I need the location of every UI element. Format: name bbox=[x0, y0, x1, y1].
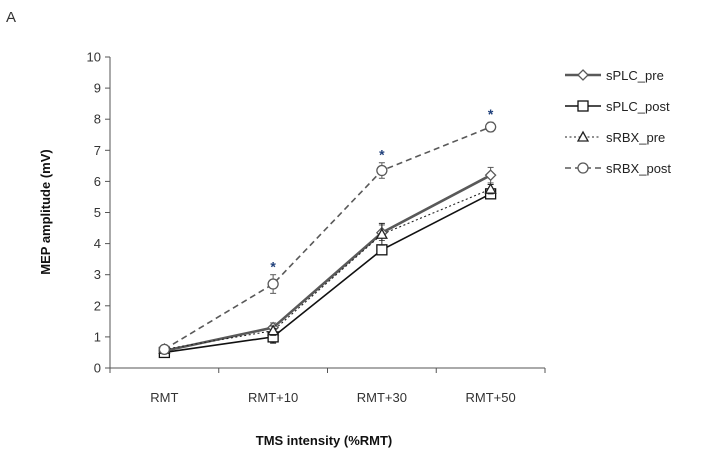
square-marker bbox=[376, 244, 388, 256]
legend-label: sRBX_pre bbox=[606, 130, 665, 145]
diamond-marker bbox=[577, 69, 589, 81]
x-tick-label: RMT bbox=[150, 390, 178, 405]
series-sRBX_post bbox=[158, 121, 497, 355]
significance-star: * bbox=[270, 258, 276, 274]
x-ticks: RMT RMT+10 RMT+30 RMT+50 bbox=[109, 368, 546, 405]
series-sRBX_pre bbox=[158, 182, 497, 354]
significance-annotations: * * * bbox=[270, 106, 494, 274]
y-ticks: 0 1 2 3 4 5 6 7 8 9 10 bbox=[87, 50, 110, 376]
series-sPLC_post bbox=[158, 188, 497, 359]
circle-marker bbox=[267, 278, 279, 290]
x-tick-label: RMT+10 bbox=[248, 390, 298, 405]
legend-item: sRBX_post bbox=[565, 161, 671, 176]
series-group bbox=[158, 121, 497, 359]
legend-label: sPLC_post bbox=[606, 99, 670, 114]
circle-marker bbox=[484, 121, 497, 133]
legend-label: sPLC_pre bbox=[606, 68, 664, 83]
axes bbox=[109, 57, 545, 369]
y-tick-label: 8 bbox=[94, 112, 101, 127]
legend: sPLC_pre sPLC_post sRBX_pre sRBX_post bbox=[565, 68, 671, 176]
y-tick-label: 3 bbox=[94, 267, 101, 282]
legend-item: sRBX_pre bbox=[565, 130, 665, 145]
significance-star: * bbox=[488, 106, 494, 122]
y-tick-label: 4 bbox=[94, 236, 101, 251]
y-tick-label: 10 bbox=[87, 50, 101, 65]
circle-marker bbox=[376, 164, 388, 177]
y-tick-label: 1 bbox=[94, 329, 101, 344]
y-tick-label: 9 bbox=[94, 81, 101, 96]
triangle-marker bbox=[375, 227, 388, 239]
panel-label: A bbox=[6, 9, 16, 26]
legend-item: sPLC_post bbox=[565, 99, 670, 114]
y-tick-label: 7 bbox=[94, 143, 101, 158]
series-line bbox=[163, 126, 491, 351]
square-marker bbox=[577, 100, 589, 112]
x-tick-label: RMT+50 bbox=[466, 390, 516, 405]
series-line bbox=[164, 193, 491, 354]
legend-label: sRBX_post bbox=[606, 161, 671, 176]
legend-item: sPLC_pre bbox=[565, 68, 664, 83]
y-tick-label: 2 bbox=[94, 298, 101, 313]
series-sPLC_pre bbox=[158, 166, 497, 357]
diamond-marker bbox=[484, 169, 497, 182]
triangle-marker bbox=[484, 182, 497, 194]
series-line bbox=[164, 174, 492, 353]
circle-marker bbox=[158, 343, 171, 355]
significance-star: * bbox=[379, 146, 385, 162]
triangle-marker bbox=[267, 324, 280, 336]
x-axis-title: TMS intensity (%RMT) bbox=[256, 433, 393, 448]
y-tick-label: 0 bbox=[94, 361, 101, 376]
y-tick-label: 6 bbox=[94, 174, 101, 189]
series-line bbox=[164, 188, 491, 350]
circle-marker bbox=[577, 162, 589, 174]
y-axis-title: MEP amplitude (mV) bbox=[38, 149, 53, 274]
triangle-marker bbox=[576, 130, 590, 142]
x-tick-label: RMT+30 bbox=[357, 390, 407, 405]
y-tick-label: 5 bbox=[94, 205, 101, 220]
